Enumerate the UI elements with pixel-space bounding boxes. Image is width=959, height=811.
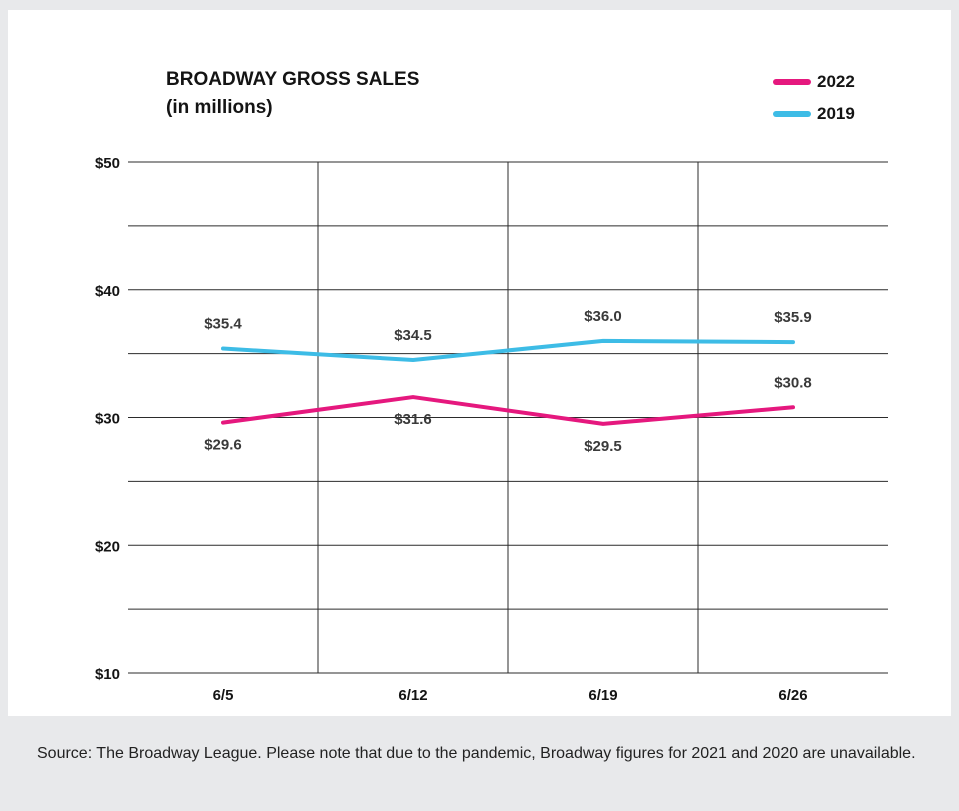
chart-title: BROADWAY GROSS SALES [166,69,420,90]
data-label: $31.6 [394,411,432,428]
source-note: Source: The Broadway League. Please note… [37,745,916,762]
y-tick-label: $10 [95,666,120,683]
series-line-2022 [221,395,795,426]
legend-label-2019: 2019 [817,104,855,123]
data-label: $35.9 [774,309,812,326]
y-tick-label: $50 [95,155,120,172]
data-label: $35.4 [204,316,242,333]
x-tick-label: 6/12 [398,687,427,704]
x-tick-label: 6/26 [778,687,807,704]
line-chart: $10 $20 $30 $40 $50 6/5 6/12 6/19 6/26 $29.6 $31.6… [95,155,888,704]
chart-panel [8,10,951,716]
data-label: $36.0 [584,308,622,325]
legend-swatch-2019 [773,111,811,117]
chart-title-block: BROADWAY GROSS SALES (in millions) [166,66,419,122]
legend-label-2022: 2022 [817,72,855,91]
chart-subtitle: (in millions) [166,97,273,118]
legend-item-2022: 2022 [773,66,855,98]
x-tick-label: 6/5 [213,687,234,704]
y-tick-label: $20 [95,538,120,555]
data-label: $30.8 [774,374,812,391]
y-tick-label: $30 [95,411,120,428]
data-label: $29.6 [204,437,242,454]
legend: 2022 2019 [773,66,855,130]
x-tick-label: 6/19 [588,687,617,704]
data-label: $29.5 [584,438,622,455]
series-line-2019 [221,338,795,363]
y-tick-label: $40 [95,283,120,300]
data-label: $34.5 [394,327,432,344]
legend-swatch-2022 [773,79,811,85]
legend-item-2019: 2019 [773,98,855,130]
